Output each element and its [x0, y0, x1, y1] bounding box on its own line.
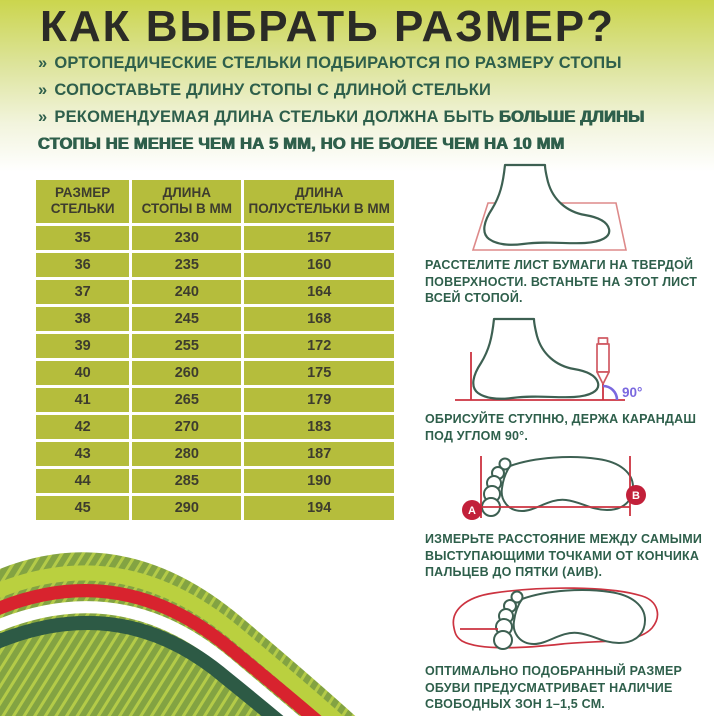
table-row: 45 290 194	[36, 495, 394, 520]
table-row: 41 265 179	[36, 387, 394, 412]
free-zone-illustration	[452, 587, 659, 650]
bullet-item: » РЕКОМЕНДУЕМАЯ ДЛИНА СТЕЛЬКИ ДОЛЖНА БЫТЬ…	[38, 104, 688, 158]
step-caption-4: ОПТИМАЛЬНО ПОДОБРАННЫЙ РАЗМЕР ОБУВИ ПРЕД…	[425, 664, 683, 712]
table-cell: 157	[244, 225, 394, 250]
table-cell: 235	[132, 252, 242, 277]
table-cell: 37	[36, 279, 130, 304]
paper-sheet-shape	[471, 202, 627, 251]
bullet-item: » ОРТОПЕДИЧЕСКИЕ СТЕЛЬКИ ПОДБИРАЮТСЯ ПО Р…	[38, 50, 688, 77]
table-cell: 168	[244, 306, 394, 331]
foot-outline-icon	[483, 163, 611, 246]
size-table-body: 35 230 157 36 235 160 37 240 164 38 245 168 39 255 172…	[36, 225, 394, 520]
table-header-cell: РАЗМЕР СТЕЛЬКИ	[36, 180, 130, 223]
bullet-text: ОРТОПЕДИЧЕСКИЕ СТЕЛЬКИ ПОДБИРАЮТСЯ ПО РА…	[54, 54, 622, 72]
table-cell: 40	[36, 360, 130, 385]
table-cell: 194	[244, 495, 394, 520]
pencil-icon	[596, 337, 610, 385]
header-gradient	[0, 0, 714, 172]
table-cell: 245	[132, 306, 242, 331]
table-cell: 172	[244, 333, 394, 358]
page-title: КАК ВЫБРАТЬ РАЗМЕР?	[40, 2, 616, 51]
bullet-text: РЕКОМЕНДУЕМАЯ ДЛИНА СТЕЛЬКИ ДОЛЖНА БЫТЬ	[54, 108, 500, 126]
table-cell: 179	[244, 387, 394, 412]
table-row: 39 255 172	[36, 333, 394, 358]
wave-decoration	[0, 552, 356, 716]
table-cell: 36	[36, 252, 130, 277]
table-cell: 290	[132, 495, 242, 520]
table-row: 37 240 164	[36, 279, 394, 304]
table-cell: 240	[132, 279, 242, 304]
bullet-text-strong: БОЛЬШЕ ДЛИНЫ СТОПЫ НЕ МЕНЕЕ ЧЕМ НА 5 ММ,…	[38, 108, 645, 153]
table-cell: 190	[244, 468, 394, 493]
table-cell: 270	[132, 414, 242, 439]
table-header-cell: ДЛИНА СТОПЫ В ММ	[132, 180, 242, 223]
intro-bullets: » ОРТОПЕДИЧЕСКИЕ СТЕЛЬКИ ПОДБИРАЮТСЯ ПО Р…	[38, 50, 688, 158]
table-row: 42 270 183	[36, 414, 394, 439]
table-header-cell: ДЛИНА ПОЛУСТЕЛЬКИ В ММ	[244, 180, 394, 223]
table-cell: 164	[244, 279, 394, 304]
table-header-row: РАЗМЕР СТЕЛЬКИ ДЛИНА СТОПЫ В ММ ДЛИНА ПО…	[36, 180, 394, 223]
table-cell: 43	[36, 441, 130, 466]
bullet-marker: »	[38, 81, 48, 99]
angle-label: 90°	[622, 385, 642, 400]
bullet-item: » СОПОСТАВЬТЕ ДЛИНУ СТОПЫ С ДЛИНОЙ СТЕЛЬК…	[38, 77, 688, 104]
dark-green-band	[0, 615, 284, 716]
table-cell: 183	[244, 414, 394, 439]
bullet-text: СОПОСТАВЬТЕ ДЛИНУ СТОПЫ С ДЛИНОЙ СТЕЛЬКИ	[54, 81, 492, 99]
step-caption-3: ИЗМЕРЬТЕ РАССТОЯНИЕ МЕЖДУ САМЫМИ ВЫСТУПА…	[425, 532, 702, 580]
table-cell: 265	[132, 387, 242, 412]
table-row: 38 245 168	[36, 306, 394, 331]
table-row: 43 280 187	[36, 441, 394, 466]
table-cell: 230	[132, 225, 242, 250]
measure-footprint-illustration: А В	[462, 456, 646, 520]
step-caption-1: РАССТЕЛИТЕ ЛИСТ БУМАГИ НА ТВЕРДОЙ ПОВЕРХ…	[425, 258, 698, 306]
point-b-badge: В	[626, 485, 646, 505]
point-a-badge: А	[462, 500, 482, 520]
table-cell: 285	[132, 468, 242, 493]
light-green-band	[0, 565, 344, 716]
insole-outline	[452, 587, 659, 649]
angle-arc	[602, 384, 619, 401]
table-cell: 187	[244, 441, 394, 466]
table-cell: 35	[36, 225, 130, 250]
bullet-marker: »	[38, 54, 48, 72]
table-cell: 175	[244, 360, 394, 385]
table-cell: 45	[36, 495, 130, 520]
table-cell: 280	[132, 441, 242, 466]
table-row: 40 260 175	[36, 360, 394, 385]
table-cell: 42	[36, 414, 130, 439]
table-cell: 260	[132, 360, 242, 385]
step-caption-2: ОБРИСУЙТЕ СТУПНЮ, ДЕРЖА КАРАНДАШ ПОД УГЛ…	[425, 412, 697, 443]
table-cell: 255	[132, 333, 242, 358]
table-row: 35 230 157	[36, 225, 394, 250]
trace-foot-illustration: 90°	[455, 317, 642, 401]
table-cell: 41	[36, 387, 130, 412]
table-cell: 39	[36, 333, 130, 358]
red-band	[0, 584, 322, 716]
table-row: 44 285 190	[36, 468, 394, 493]
svg-text:В: В	[632, 490, 640, 502]
foot-outline-icon	[472, 317, 600, 400]
table-cell: 160	[244, 252, 394, 277]
white-band	[0, 601, 300, 716]
bullet-marker: »	[38, 108, 48, 126]
table-cell: 38	[36, 306, 130, 331]
size-table: РАЗМЕР СТЕЛЬКИ ДЛИНА СТОПЫ В ММ ДЛИНА ПО…	[33, 177, 397, 523]
foot-on-paper-illustration	[471, 163, 627, 251]
table-row: 36 235 160	[36, 252, 394, 277]
table-cell: 44	[36, 468, 130, 493]
svg-text:А: А	[468, 505, 476, 517]
footprint-icon	[493, 589, 647, 650]
